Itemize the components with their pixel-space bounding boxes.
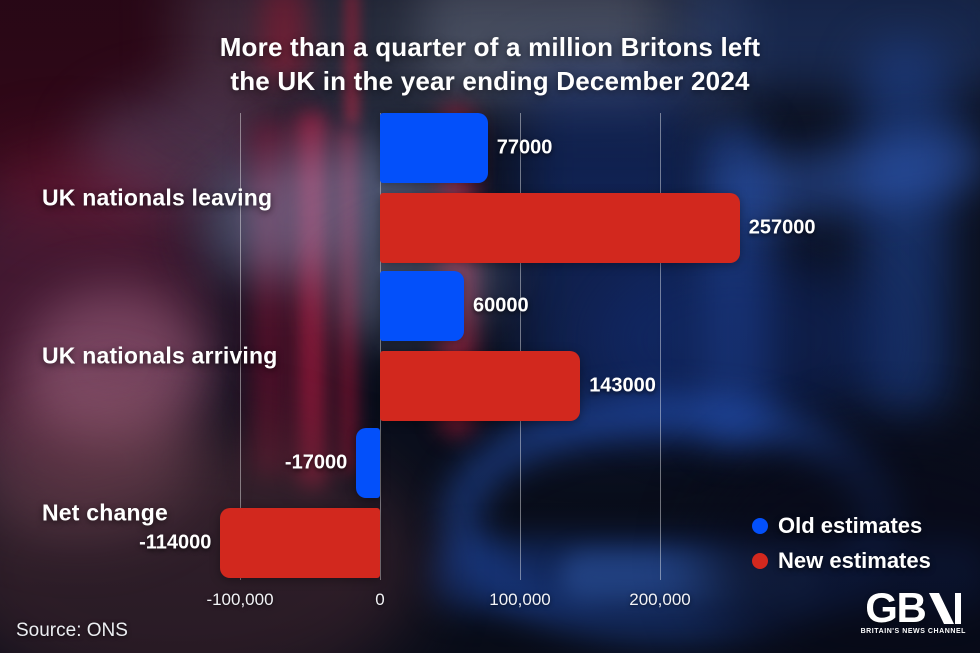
bar-new-estimates-uk-nationals-leaving xyxy=(380,193,740,263)
gbn-tagline: BRITAIN'S NEWS CHANNEL xyxy=(860,627,966,635)
source-note: Source: ONS xyxy=(16,620,128,641)
x-tick-200-000: 200,000 xyxy=(629,590,691,609)
chart-title: More than a quarter of a million Britons… xyxy=(0,30,980,98)
gbn-logo-n-icon xyxy=(929,592,962,624)
chart-legend: Old estimates New estimates xyxy=(752,512,931,582)
gbn-logo: GB BRITAIN'S NEWS CHANNEL xyxy=(860,584,966,635)
bar-new-estimates-net-change xyxy=(220,508,380,578)
gbn-logo-row: GB xyxy=(861,584,966,631)
chart-title-line2: the UK in the year ending December 2024 xyxy=(230,66,750,96)
value-label-new-estimates-net-change: -114000 xyxy=(139,531,212,554)
value-label-new-estimates-uk-nationals-leaving: 257000 xyxy=(748,216,816,239)
gridline-100-000 xyxy=(520,113,521,580)
gridline-200-000 xyxy=(660,113,661,580)
bar-old-estimates-uk-nationals-arriving xyxy=(380,271,464,341)
value-label-new-estimates-uk-nationals-arriving: 143000 xyxy=(589,374,656,397)
category-label-uk-nationals-arriving: UK nationals arriving xyxy=(42,342,278,369)
bar-old-estimates-net-change xyxy=(356,428,380,498)
x-tick-100-000: 100,000 xyxy=(489,590,551,609)
legend-dot-icon xyxy=(752,553,768,569)
bar-old-estimates-uk-nationals-leaving xyxy=(380,113,488,183)
legend-item-old-estimates: Old estimates xyxy=(752,512,931,540)
legend-dot-icon xyxy=(752,518,768,534)
chart-title-line1: More than a quarter of a million Britons… xyxy=(219,32,761,62)
category-label-net-change: Net change xyxy=(42,499,168,526)
legend-label: Old estimates xyxy=(778,513,923,538)
gbn-logo-text: GB xyxy=(865,584,927,631)
gridline-0 xyxy=(380,113,381,580)
value-label-old-estimates-net-change: -17000 xyxy=(284,451,348,474)
x-tick-0: 0 xyxy=(375,590,385,609)
x-tick--100-000: -100,000 xyxy=(206,590,274,609)
legend-item-new-estimates: New estimates xyxy=(752,547,931,575)
bar-new-estimates-uk-nationals-arriving xyxy=(380,351,581,421)
category-label-uk-nationals-leaving: UK nationals leaving xyxy=(42,184,273,211)
value-label-old-estimates-uk-nationals-leaving: 77000 xyxy=(496,136,553,159)
gridline--100-000 xyxy=(240,113,241,580)
value-label-old-estimates-uk-nationals-arriving: 60000 xyxy=(473,294,529,317)
legend-label: New estimates xyxy=(778,548,931,573)
